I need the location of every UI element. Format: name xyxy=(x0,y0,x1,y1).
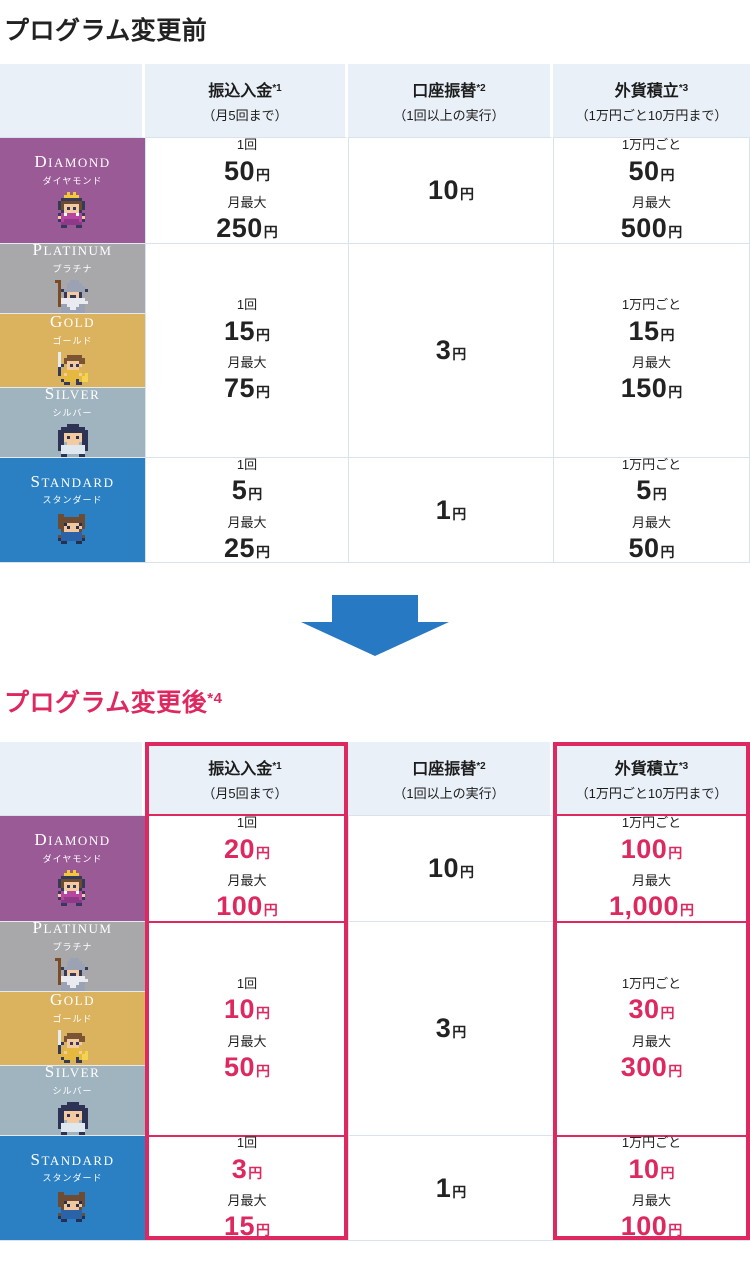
header-direct-debit-note: （1回以上の実行） xyxy=(393,105,504,124)
header-fx-savings: 外貨積立*3 （1万円ごと10万円まで） xyxy=(553,64,750,138)
wizard-character-icon xyxy=(55,958,91,991)
program-change-infographic: プログラム変更前 振込入金*1 （月5回まで） 口座振替*2 （1回以上の実行）… xyxy=(0,16,750,1263)
after-standard-debit-cell: 1円 xyxy=(348,1135,553,1240)
warrior-character-icon xyxy=(55,352,91,387)
before-middle-deposit-cell: 1回 15円 月最大 75円 xyxy=(145,243,348,457)
ninja-character-icon xyxy=(55,1102,91,1135)
tier-cell-silver: SILVER シルバー xyxy=(0,387,145,457)
header-transfer-deposit: 振込入金*1 （月5回まで） xyxy=(145,64,348,138)
ninja-character-icon xyxy=(55,424,91,457)
warrior-character-icon xyxy=(55,1030,91,1065)
tier-cell-platinum: PLATINUM プラチナ xyxy=(0,921,145,991)
before-diamond-fx-cell: 1万円ごと 50円 月最大 500円 xyxy=(553,138,750,243)
header-fx-savings-note: （1万円ごと10万円まで） xyxy=(576,105,728,124)
tier-cell-diamond: DIAMOND ダイヤモンド xyxy=(0,816,145,921)
after-standard-deposit-cell: 1回 3円 月最大 15円 xyxy=(145,1135,348,1240)
tier-cell-silver: SILVER シルバー xyxy=(0,1065,145,1135)
header-direct-debit: 口座振替*2 （1回以上の実行） xyxy=(348,742,553,816)
tier-cell-standard: STANDARD スタンダード xyxy=(0,1135,145,1240)
tier-cell-platinum: PLATINUM プラチナ xyxy=(0,243,145,313)
header-direct-debit: 口座振替*2 （1回以上の実行） xyxy=(348,64,553,138)
after-middle-fx-cell: 1万円ごと 30円 月最大 300円 xyxy=(553,921,750,1135)
header-corner-cell xyxy=(0,64,145,138)
header-transfer-deposit-note: （月5回まで） xyxy=(202,105,287,124)
bear-character-icon xyxy=(55,1189,91,1225)
before-standard-fx-cell: 1万円ごと 5円 月最大 50円 xyxy=(553,457,750,562)
before-middle-debit-cell: 3円 xyxy=(348,243,553,457)
before-diamond-debit-cell: 10円 xyxy=(348,138,553,243)
header-fx-savings-label: 外貨積立*3 xyxy=(615,77,688,101)
before-standard-debit-cell: 1円 xyxy=(348,457,553,562)
after-table: 振込入金*1 （月5回まで） 口座振替*2 （1回以上の実行） 外貨積立*3 （… xyxy=(0,742,750,1241)
after-middle-debit-cell: 3円 xyxy=(348,921,553,1135)
after-middle-deposit-cell: 1回 10円 月最大 50円 xyxy=(145,921,348,1135)
king-character-icon xyxy=(55,192,91,228)
tier-cell-diamond: DIAMOND ダイヤモンド xyxy=(0,138,145,243)
after-title: プログラム変更後*4 xyxy=(4,688,750,718)
after-diamond-debit-cell: 10円 xyxy=(348,816,553,921)
after-diamond-fx-cell: 1万円ごと 100円 月最大 1,000円 xyxy=(553,816,750,921)
wizard-character-icon xyxy=(55,280,91,313)
tier-cell-standard: STANDARD スタンダード xyxy=(0,457,145,562)
after-standard-fx-cell: 1万円ごと 10円 月最大 100円 xyxy=(553,1135,750,1240)
bear-character-icon xyxy=(55,511,91,547)
before-title: プログラム変更前 xyxy=(4,16,750,46)
header-transfer-deposit: 振込入金*1 （月5回まで） xyxy=(145,742,348,816)
before-diamond-deposit-cell: 1回 50円 月最大 250円 xyxy=(145,138,348,243)
down-arrow-icon xyxy=(295,595,455,656)
tier-cell-gold: GOLD ゴールド xyxy=(0,991,145,1065)
before-table: 振込入金*1 （月5回まで） 口座振替*2 （1回以上の実行） 外貨積立*3 （… xyxy=(0,64,750,563)
tier-cell-gold: GOLD ゴールド xyxy=(0,313,145,387)
header-transfer-deposit-label: 振込入金*1 xyxy=(208,77,281,101)
header-direct-debit-label: 口座振替*2 xyxy=(412,77,485,101)
king-character-icon xyxy=(55,870,91,906)
header-corner-cell xyxy=(0,742,145,816)
header-fx-savings: 外貨積立*3 （1万円ごと10万円まで） xyxy=(553,742,750,816)
before-middle-fx-cell: 1万円ごと 15円 月最大 150円 xyxy=(553,243,750,457)
before-standard-deposit-cell: 1回 5円 月最大 25円 xyxy=(145,457,348,562)
after-title-text: プログラム変更後 xyxy=(4,689,207,717)
after-diamond-deposit-cell: 1回 20円 月最大 100円 xyxy=(145,816,348,921)
before-title-text: プログラム変更前 xyxy=(4,17,207,45)
after-title-footnote-mark: *4 xyxy=(207,690,222,707)
